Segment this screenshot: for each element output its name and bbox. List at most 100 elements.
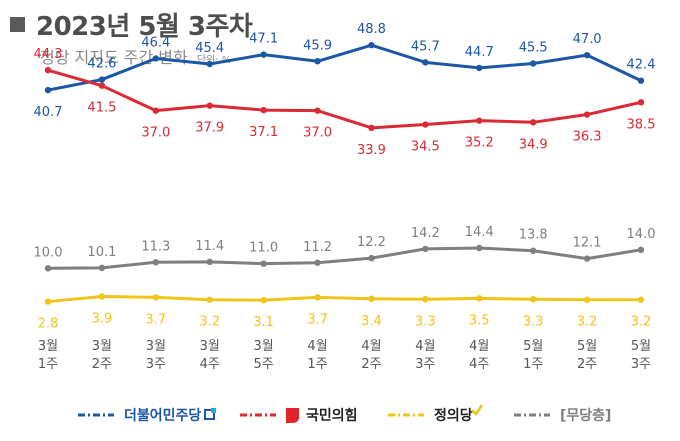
legend-item-independent: [무당층] <box>514 400 611 430</box>
data-point-justice <box>368 295 375 302</box>
data-point-independent <box>637 246 645 254</box>
legend-item-democratic: 더불어민주당 <box>78 400 217 430</box>
x-tick-label: 4월 <box>361 339 381 354</box>
data-point-democratic <box>152 55 160 62</box>
data-label-independent: 14.0 <box>627 227 656 242</box>
data-point-ppp <box>314 107 321 114</box>
data-point-independent <box>422 245 429 253</box>
data-point-independent <box>206 258 213 266</box>
series-line-justice <box>47 294 641 304</box>
data-label-democratic: 45.9 <box>303 38 332 53</box>
subtitle-row: 정당 지지도 주간 변화 단위: % <box>40 44 231 68</box>
data-point-ppp <box>206 102 213 109</box>
data-point-justice <box>637 296 645 303</box>
data-point-independent <box>152 259 160 266</box>
data-point-ppp <box>44 66 52 74</box>
data-point-justice <box>529 296 537 303</box>
x-tick-label: 1주 <box>307 357 327 372</box>
people-power-party-logo-icon <box>286 408 299 423</box>
data-point-democratic <box>206 60 213 68</box>
data-label-ppp: 36.3 <box>573 130 602 145</box>
data-label-justice: 3.7 <box>145 312 166 327</box>
data-point-independent <box>529 247 537 254</box>
data-point-independent <box>44 265 52 272</box>
legend-label-independent: [무당층] <box>560 408 612 424</box>
data-point-justice <box>476 295 483 302</box>
x-tick-label: 4주 <box>200 357 220 372</box>
data-point-justice <box>152 294 160 301</box>
legend-line-democratic-icon <box>78 413 114 417</box>
data-label-ppp: 37.9 <box>195 121 224 136</box>
data-point-ppp <box>260 106 267 114</box>
data-point-justice <box>422 296 429 303</box>
data-label-democratic: 45.7 <box>411 39 440 54</box>
data-label-ppp: 37.1 <box>249 125 278 140</box>
legend-line-independent-icon <box>514 413 550 417</box>
legend-line-ppp-icon <box>240 413 276 417</box>
data-label-democratic: 48.8 <box>357 22 386 37</box>
data-label-democratic: 45.4 <box>195 41 224 56</box>
unit-label: 단위: % <box>196 55 232 66</box>
data-label-democratic: 47.0 <box>573 32 602 47</box>
title-bullet-icon <box>10 17 25 32</box>
data-point-democratic <box>98 76 106 83</box>
data-label-democratic: 42.4 <box>627 58 656 73</box>
x-tick-label: 3월 <box>200 339 220 354</box>
series-line-democratic <box>47 43 642 92</box>
data-point-justice <box>44 298 52 305</box>
data-point-justice <box>206 296 213 303</box>
x-tick-label: 3월 <box>38 339 58 354</box>
x-tick-label: 5주 <box>254 357 274 372</box>
data-point-independent <box>476 244 483 252</box>
data-label-justice: 3.2 <box>199 315 220 330</box>
data-label-democratic: 40.7 <box>34 105 63 120</box>
x-tick-label: 4월 <box>469 339 489 354</box>
data-point-independent <box>368 254 375 262</box>
x-tick-label: 4주 <box>469 357 489 372</box>
data-label-ppp: 37.0 <box>141 126 170 141</box>
data-point-ppp <box>583 111 591 118</box>
data-label-independent: 11.2 <box>303 240 332 255</box>
data-label-justice: 3.3 <box>523 314 544 329</box>
legend: 더불어민주당 국민의힘 정의당 [무당층] <box>0 400 680 430</box>
data-point-ppp <box>476 117 483 124</box>
legend-item-justice: 정의당 <box>388 400 483 430</box>
x-tick-label: 3월 <box>92 339 112 354</box>
x-tick-label: 2주 <box>92 357 112 372</box>
x-tick-label: 1주 <box>523 357 543 372</box>
data-label-ppp: 37.0 <box>303 126 332 141</box>
data-label-ppp: 34.9 <box>519 137 548 152</box>
x-tick-label: 4월 <box>415 339 435 354</box>
x-tick-label: 4월 <box>307 339 327 354</box>
chart-title: 2023년 5월 3주차 <box>36 12 253 42</box>
x-tick-label: 3주 <box>146 357 166 372</box>
data-label-independent: 10.1 <box>87 245 116 260</box>
data-point-independent <box>314 259 321 266</box>
data-label-independent: 14.4 <box>465 225 494 240</box>
legend-label-justice: 정의당 <box>434 408 473 424</box>
data-label-independent: 12.1 <box>573 236 602 251</box>
data-label-justice: 3.5 <box>469 313 490 328</box>
data-label-ppp: 34.5 <box>411 140 440 155</box>
data-label-independent: 14.2 <box>411 226 440 241</box>
data-label-justice: 3.2 <box>631 315 652 330</box>
data-label-ppp: 44.3 <box>34 47 63 62</box>
legend-item-ppp: 국민의힘 <box>240 400 358 430</box>
data-point-ppp <box>152 107 160 114</box>
data-label-justice: 3.9 <box>92 311 113 326</box>
data-label-ppp: 38.5 <box>627 117 656 132</box>
x-tick-label: 3주 <box>415 357 435 372</box>
data-label-democratic: 45.5 <box>519 40 548 55</box>
x-tick-label: 3월 <box>254 339 274 354</box>
justice-party-logo-icon <box>470 404 483 416</box>
democratic-party-logo-icon <box>204 408 217 420</box>
title-row: 2023년 5월 3주차 <box>10 6 253 43</box>
x-tick-label: 2주 <box>577 357 597 372</box>
data-point-ppp <box>637 99 645 106</box>
data-label-justice: 3.4 <box>361 314 382 329</box>
data-point-democratic <box>368 41 375 49</box>
data-point-democratic <box>529 60 537 67</box>
data-point-democratic <box>314 58 321 65</box>
data-point-ppp <box>422 121 429 128</box>
x-tick-label: 5월 <box>631 339 651 354</box>
